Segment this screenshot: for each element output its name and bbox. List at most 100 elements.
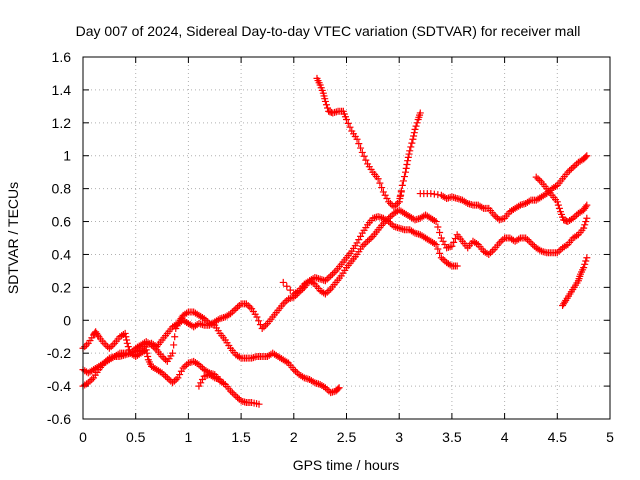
data-point-marker <box>567 165 575 173</box>
data-point-marker <box>406 147 414 155</box>
data-point-marker <box>385 198 393 206</box>
data-point-marker <box>523 236 531 244</box>
data-point-marker <box>328 270 336 278</box>
data-point-marker <box>253 313 261 321</box>
data-point-marker <box>400 173 408 181</box>
data-point-marker <box>432 241 440 249</box>
y-axis-label: SDTVAR / TECUs <box>5 182 21 294</box>
data-point-marker <box>181 362 189 370</box>
data-point-marker <box>232 305 240 313</box>
y-tick-label: 1.6 <box>52 49 72 65</box>
data-point-marker <box>244 301 252 309</box>
data-point-marker <box>580 224 588 232</box>
data-point-marker <box>162 356 170 364</box>
data-point-marker <box>355 140 363 148</box>
data-point-marker <box>286 286 294 294</box>
data-point-marker <box>123 339 131 347</box>
data-point-marker <box>198 376 206 384</box>
data-points <box>79 74 591 408</box>
data-point-marker <box>169 379 177 387</box>
data-point-marker <box>532 173 540 181</box>
x-tick-label: 3.5 <box>442 429 462 445</box>
data-point-marker <box>527 239 535 247</box>
data-point-marker <box>343 116 350 124</box>
data-point-marker <box>583 152 591 160</box>
series-track-7 <box>395 109 424 206</box>
data-point-marker <box>355 236 363 244</box>
x-tick-labels: 0 0.5 1 1.5 2 2.5 3 3.5 4 4.5 5 <box>79 429 614 445</box>
series-track-10 <box>559 254 591 309</box>
x-tick-label: 5 <box>606 429 614 445</box>
data-point-marker <box>107 343 115 351</box>
data-point-marker <box>255 317 263 325</box>
y-tick-label: 1.4 <box>52 82 72 98</box>
data-point-marker <box>399 177 407 185</box>
data-point-marker <box>335 384 343 392</box>
data-point-marker <box>346 123 354 131</box>
data-point-marker <box>404 153 412 161</box>
data-point-marker <box>94 331 102 339</box>
x-tick-label: 2.5 <box>337 429 357 445</box>
data-point-marker <box>555 247 563 255</box>
data-point-marker <box>357 232 365 240</box>
data-point-marker <box>232 392 240 400</box>
data-point-marker <box>436 249 444 257</box>
data-point-marker <box>322 101 330 109</box>
data-point-marker <box>169 349 177 357</box>
data-point-marker <box>561 298 569 306</box>
data-point-marker <box>555 204 563 212</box>
data-point-marker <box>230 390 238 398</box>
data-point-marker <box>398 181 406 189</box>
data-point-marker <box>281 298 289 306</box>
data-point-marker <box>408 139 416 147</box>
data-point-marker <box>583 214 591 222</box>
data-point-marker <box>416 109 424 117</box>
data-point-marker <box>367 234 375 242</box>
series-track-1 <box>79 328 263 408</box>
data-point-marker <box>582 218 590 226</box>
data-point-marker <box>170 341 178 349</box>
data-point-marker <box>410 129 418 137</box>
data-point-marker <box>569 163 577 171</box>
data-point-marker <box>453 262 461 270</box>
data-point-marker <box>413 119 421 127</box>
data-point-marker <box>165 376 173 384</box>
x-tick-label: 2 <box>290 429 298 445</box>
data-point-marker <box>407 143 415 151</box>
data-point-marker <box>553 198 561 206</box>
data-point-marker <box>434 245 442 253</box>
y-tick-label: -0.4 <box>47 378 71 394</box>
data-point-marker <box>344 119 352 127</box>
data-point-marker <box>176 371 184 379</box>
data-point-marker <box>235 301 243 309</box>
data-point-marker <box>583 254 591 262</box>
data-point-marker <box>122 333 130 341</box>
data-point-marker <box>434 223 442 231</box>
data-point-marker <box>365 236 373 244</box>
y-tick-label: 0.2 <box>52 279 72 295</box>
data-point-marker <box>450 238 458 246</box>
x-tick-label: 0 <box>79 429 87 445</box>
series-track-2 <box>79 213 461 390</box>
data-point-marker <box>364 237 372 245</box>
data-point-marker <box>179 364 187 372</box>
data-point-marker <box>123 336 131 344</box>
data-point-marker <box>324 104 332 112</box>
data-point-marker <box>582 153 590 161</box>
plot-frame <box>82 56 611 420</box>
data-point-marker <box>525 237 533 245</box>
y-tick-label: 1 <box>63 148 71 164</box>
chart-title: Day 007 of 2024, Sidereal Day-to-day VTE… <box>76 23 581 39</box>
data-point-marker <box>439 255 447 263</box>
data-point-marker <box>283 282 291 290</box>
data-point-marker <box>554 201 562 209</box>
series-track-4 <box>195 371 224 390</box>
y-tick-label: 1.2 <box>52 115 72 131</box>
data-point-marker <box>396 192 404 200</box>
data-point-marker <box>487 249 495 257</box>
data-point-marker <box>534 175 542 183</box>
data-point-marker <box>404 157 412 165</box>
data-point-marker <box>437 254 445 262</box>
data-point-marker <box>216 376 224 384</box>
